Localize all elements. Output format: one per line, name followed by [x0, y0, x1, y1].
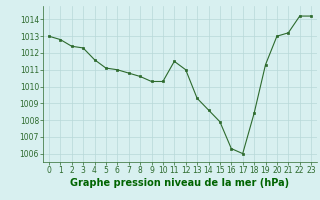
X-axis label: Graphe pression niveau de la mer (hPa): Graphe pression niveau de la mer (hPa): [70, 178, 290, 188]
